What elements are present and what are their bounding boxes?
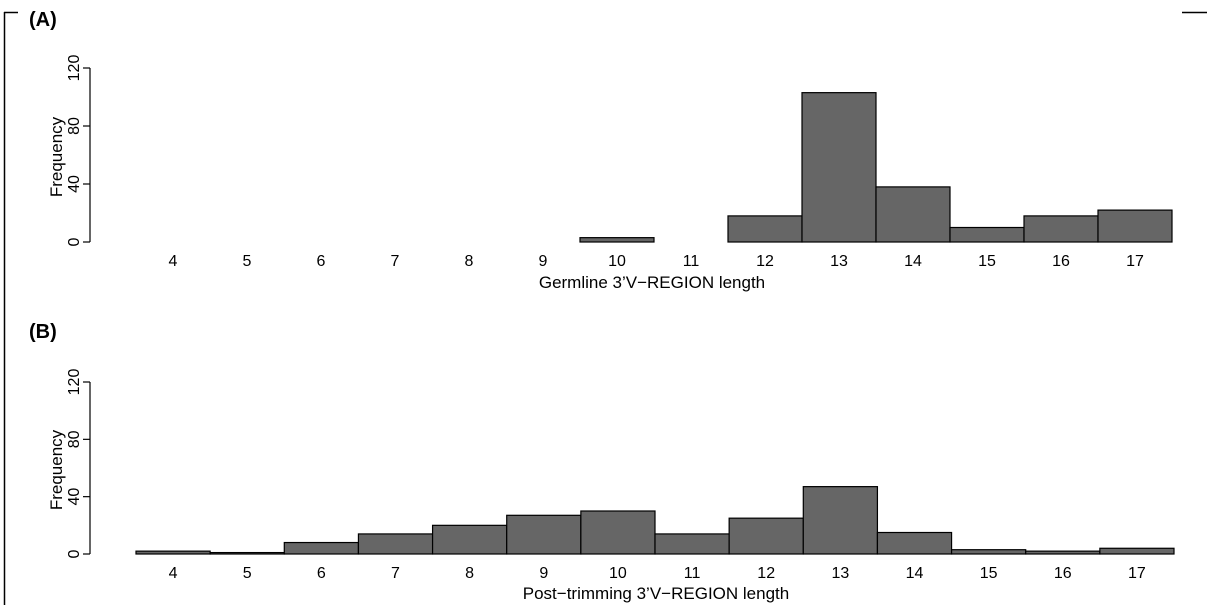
- x-tick-label: 13: [830, 253, 848, 270]
- x-tick-label: 7: [391, 565, 400, 582]
- x-tick-label: 6: [317, 565, 326, 582]
- y-tick-label: 120: [66, 369, 83, 396]
- x-tick-label: 13: [831, 565, 849, 582]
- bar-15: [949, 226, 1025, 243]
- bar-9: [506, 514, 582, 555]
- y-axis: 0 40 80 120: [66, 55, 91, 246]
- bar-14: [875, 186, 951, 243]
- x-tick-label: 17: [1126, 253, 1144, 270]
- y-tick-label: 40: [66, 488, 83, 506]
- x-axis: 4 5 6 7 8 9 10 11 12 13 14 15 16 17: [169, 253, 1144, 270]
- bar-4: [135, 550, 211, 555]
- bars: [579, 92, 1173, 243]
- bar-13: [802, 486, 879, 555]
- x-axis: 4 5 6 7 8 9 10 11 12 13 14 15 16 17: [169, 565, 1146, 582]
- x-tick-label: 14: [906, 565, 924, 582]
- x-tick-label: 5: [243, 565, 252, 582]
- panel-b: (B) Frequency Post−trimming 3’V−REGION l…: [29, 321, 1175, 603]
- x-tick-label: 4: [169, 253, 178, 270]
- x-tick-label: 9: [539, 253, 548, 270]
- x-tick-label: 10: [609, 565, 627, 582]
- bar-7: [357, 533, 434, 555]
- bar-16: [1023, 215, 1099, 243]
- x-tick-label: 9: [539, 565, 548, 582]
- bar-13: [801, 92, 877, 243]
- x-tick-label: 14: [904, 253, 922, 270]
- bar-12: [727, 215, 803, 243]
- y-tick-label: 0: [66, 549, 83, 558]
- bar-12: [728, 517, 804, 555]
- bar-6: [283, 541, 360, 555]
- panel-label: (A): [29, 9, 57, 31]
- x-tick-label: 5: [243, 253, 252, 270]
- bar-8: [431, 524, 508, 555]
- bar-15: [950, 549, 1027, 555]
- y-tick-label: 120: [66, 55, 83, 82]
- x-tick-label: 15: [978, 253, 996, 270]
- x-tick-label: 8: [465, 253, 474, 270]
- x-tick-label: 15: [980, 565, 998, 582]
- y-tick-label: 80: [66, 117, 83, 135]
- x-tick-label: 17: [1128, 565, 1146, 582]
- bar-16: [1025, 550, 1101, 555]
- x-tick-label: 11: [684, 565, 701, 582]
- bar-5: [209, 551, 285, 555]
- bar-10: [580, 510, 656, 555]
- x-tick-label: 6: [317, 253, 326, 270]
- bar-11: [654, 533, 730, 555]
- x-tick-label: 4: [169, 565, 178, 582]
- x-tick-label: 11: [683, 253, 700, 270]
- x-tick-label: 16: [1054, 565, 1072, 582]
- x-tick-label: 12: [757, 565, 775, 582]
- bar-17: [1099, 547, 1175, 555]
- y-tick-label: 80: [66, 430, 83, 448]
- panel-label: (B): [29, 321, 57, 343]
- bar-14: [876, 531, 953, 555]
- x-tick-label: 16: [1052, 253, 1070, 270]
- bar-17: [1097, 209, 1173, 243]
- x-tick-label: 8: [465, 565, 474, 582]
- x-tick-label: 7: [391, 253, 400, 270]
- x-tick-label: 12: [756, 253, 774, 270]
- x-axis-title: Post−trimming 3’V−REGION length: [523, 584, 789, 603]
- x-axis-title: Germline 3’V−REGION length: [539, 273, 765, 292]
- y-axis-title: Frequency: [47, 116, 66, 197]
- y-tick-label: 40: [66, 175, 83, 193]
- y-tick-label: 0: [66, 237, 83, 246]
- bar-10: [579, 237, 655, 243]
- y-axis-title: Frequency: [47, 429, 66, 510]
- x-tick-label: 10: [608, 253, 626, 270]
- panel-a: (A) Frequency Germline 3’V−REGION length…: [29, 9, 1173, 292]
- y-axis: 0 40 80 120: [66, 369, 91, 558]
- bars: [135, 486, 1175, 555]
